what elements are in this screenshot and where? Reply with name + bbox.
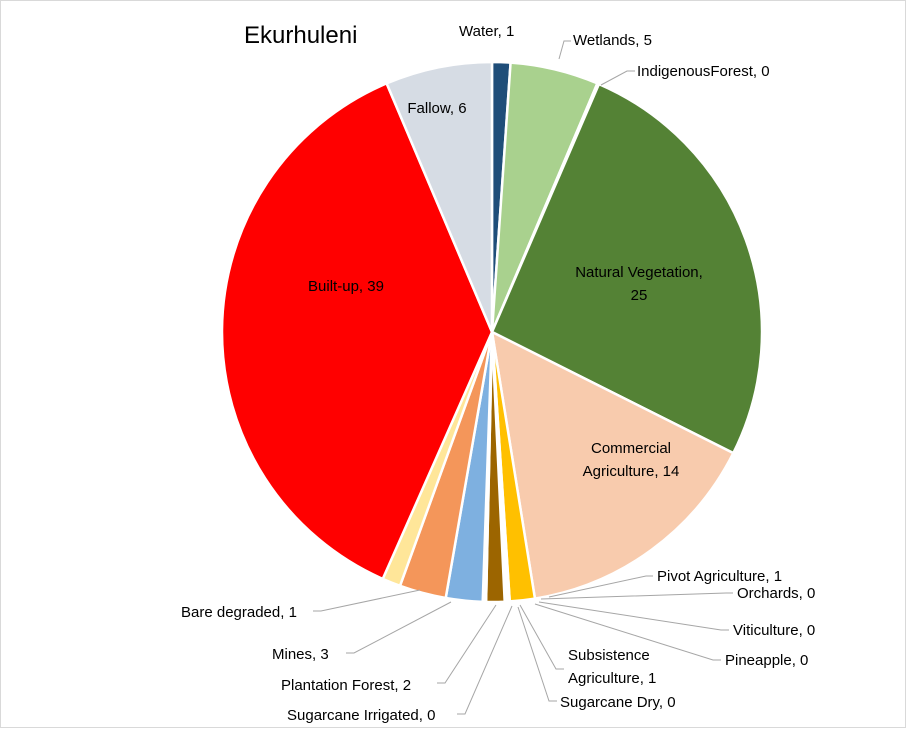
label-sugarcane-dry: Sugarcane Dry, 0	[560, 694, 676, 711]
leader-line-orchards	[540, 592, 733, 600]
label-subsistence-agriculture: Subsistence Agriculture, 1	[568, 647, 656, 687]
slice-built-up	[220, 81, 494, 581]
label-orchards: Orchards, 0	[737, 585, 815, 602]
chart-title: Ekurhuleni	[244, 22, 357, 49]
label-line: Bare degraded, 1	[181, 604, 297, 621]
leader-line-wetlands	[558, 40, 571, 60]
label-plantation-forest: Plantation Forest, 2	[281, 677, 411, 694]
leader-line-subsistence-agriculture	[519, 604, 564, 670]
label-commercial-agriculture: Commercial Agriculture, 14	[583, 440, 680, 480]
label-indigenousforest: IndigenousForest, 0	[637, 63, 770, 80]
leader-line-bare-degraded	[313, 589, 421, 612]
label-line: Plantation Forest, 2	[281, 677, 411, 694]
label-line: Natural Vegetation,	[575, 264, 703, 281]
leader-lines	[313, 40, 733, 715]
label-built-up: Built-up, 39	[308, 278, 384, 295]
pie-slices	[220, 60, 764, 604]
slice-labels: Water, 1 Wetlands, 5 IndigenousForest, 0 Na…	[181, 23, 815, 724]
label-line: Viticulture, 0	[733, 622, 815, 639]
leader-line-plantation-forest	[437, 604, 497, 684]
label-line: Agriculture, 14	[583, 463, 680, 480]
label-line: Fallow, 6	[407, 100, 466, 117]
label-line: Built-up, 39	[308, 278, 384, 295]
label-line: Pineapple, 0	[725, 652, 808, 669]
slice-natural-vegetation	[490, 82, 764, 455]
label-line: IndigenousForest, 0	[637, 63, 770, 80]
leader-line-mines	[346, 601, 452, 654]
label-bare-degraded: Bare degraded, 1	[181, 604, 297, 621]
label-line: 25	[631, 287, 648, 304]
label-natural-vegetation: Natural Vegetation, 25	[575, 264, 703, 304]
leader-line-sugarcane-irrigated	[457, 605, 513, 715]
label-line: Sugarcane Dry, 0	[560, 694, 676, 711]
label-line: Sugarcane Irrigated, 0	[287, 707, 435, 724]
leader-line-pineapple	[534, 603, 721, 661]
label-mines: Mines, 3	[272, 646, 329, 663]
leader-line-sugarcane-dry	[517, 606, 557, 702]
label-line: Mines, 3	[272, 646, 329, 663]
label-line: Orchards, 0	[737, 585, 815, 602]
leader-line-pivot-agriculture	[548, 575, 653, 598]
label-pivot-agriculture: Pivot Agriculture, 1	[657, 568, 782, 585]
label-line: Water, 1	[459, 23, 514, 40]
slice-commercial-agriculture	[490, 329, 735, 600]
leader-line-viticulture	[538, 601, 729, 631]
leader-line-indigenousforest	[600, 70, 635, 86]
label-wetlands: Wetlands, 5	[573, 32, 652, 49]
label-line: Subsistence	[568, 647, 650, 664]
label-sugarcane-irrigated: Sugarcane Irrigated, 0	[287, 707, 435, 724]
label-fallow: Fallow, 6	[407, 100, 466, 117]
label-pineapple: Pineapple, 0	[725, 652, 808, 669]
label-line: Pivot Agriculture, 1	[657, 568, 782, 585]
label-line: Commercial	[591, 440, 671, 457]
label-viticulture: Viticulture, 0	[733, 622, 815, 639]
label-line: Wetlands, 5	[573, 32, 652, 49]
label-water: Water, 1	[459, 23, 514, 40]
slice-fallow	[384, 60, 494, 333]
label-line: Agriculture, 1	[568, 670, 656, 687]
